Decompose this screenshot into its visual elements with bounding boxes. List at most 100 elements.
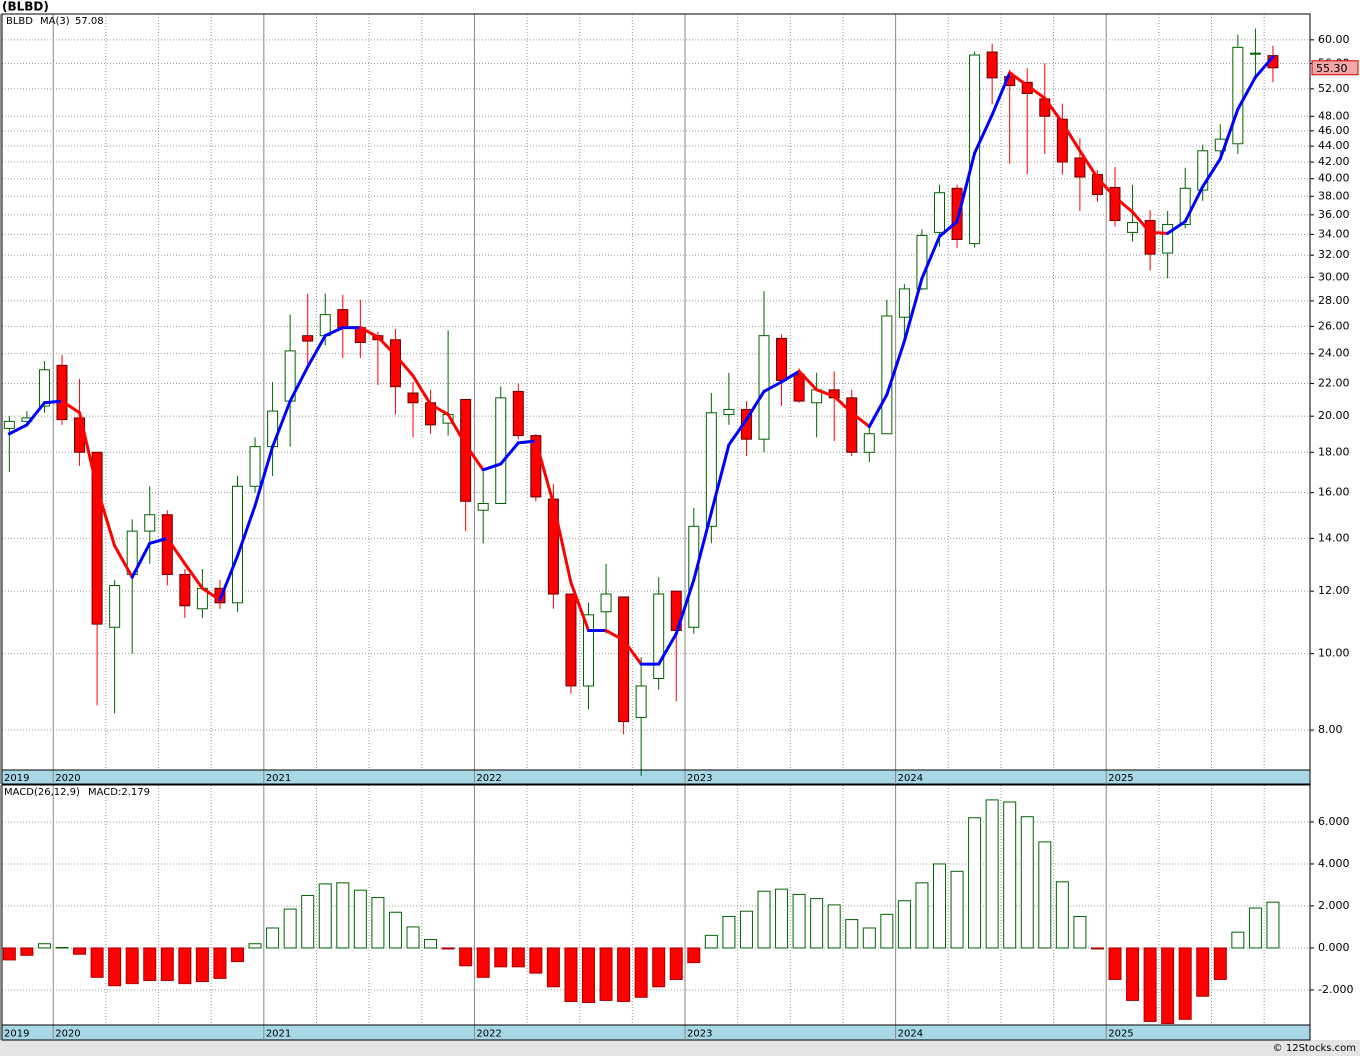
- candle-body: [1127, 222, 1139, 233]
- ma-line: [534, 439, 555, 506]
- macd-bar: [511, 947, 525, 968]
- y-tick-label: 20.00: [1318, 409, 1350, 422]
- ma-line: [1131, 210, 1152, 234]
- candle-body: [512, 390, 524, 437]
- macd-bar: [1038, 841, 1052, 949]
- ma-line: [200, 586, 222, 602]
- legend-label: BLBD: [6, 16, 33, 27]
- candle-body: [477, 503, 489, 511]
- x-tick-label: 2020: [55, 1029, 80, 1040]
- macd-bar: [108, 947, 122, 987]
- macd-bar: [757, 890, 771, 949]
- ma-line: [797, 369, 819, 392]
- candle-body: [56, 364, 68, 421]
- macd-bar: [248, 943, 262, 949]
- ma-line: [78, 411, 99, 490]
- macd-bar: [862, 927, 876, 949]
- y-tick-label: 14.00: [1318, 531, 1350, 544]
- ma-line: [1095, 176, 1117, 199]
- candle-body: [1074, 157, 1086, 178]
- ma-line: [990, 71, 1012, 117]
- ma-line: [429, 402, 450, 416]
- ma-line: [1236, 75, 1257, 111]
- candle-body: [1249, 52, 1261, 55]
- y-tick-label: 52.00: [1318, 82, 1350, 95]
- candle-body: [1179, 187, 1191, 225]
- y-tick-label: -2.000: [1318, 983, 1353, 996]
- ma-line: [323, 326, 345, 338]
- y-tick-label: 28.00: [1318, 294, 1350, 307]
- candle-body: [1162, 223, 1174, 254]
- ma-line: [569, 581, 590, 632]
- ma-line: [1148, 230, 1170, 235]
- macd-bar: [582, 947, 595, 1004]
- x-tick-label: 2024: [898, 773, 923, 784]
- y-tick-label: 48.00: [1318, 109, 1350, 122]
- candle-body: [1056, 118, 1068, 163]
- x-tick-label: 2021: [266, 1029, 291, 1040]
- ma-line: [1078, 149, 1099, 180]
- ma-line: [288, 365, 310, 403]
- macd-bar: [792, 893, 806, 949]
- macd-bar: [2, 947, 16, 961]
- macd-bar: [687, 947, 701, 964]
- macd-bar: [739, 910, 753, 949]
- macd-bar: [985, 799, 999, 949]
- ma-line: [7, 423, 29, 436]
- macd-bar: [880, 913, 894, 949]
- candle-body: [407, 392, 419, 404]
- ma-line: [499, 441, 520, 466]
- ma-line: [130, 541, 152, 579]
- y-tick-label: 2.000: [1318, 899, 1350, 912]
- ma-line: [1008, 71, 1029, 88]
- macd-bar: [1196, 947, 1210, 997]
- ma-line: [955, 151, 977, 224]
- y-tick-label: 32.00: [1318, 248, 1350, 261]
- macd-bar: [950, 870, 964, 949]
- macd-bar: [652, 947, 666, 988]
- macd-bar: [897, 900, 911, 949]
- ma-line: [1113, 195, 1135, 214]
- ma-line: [622, 638, 643, 666]
- macd-bar: [143, 947, 157, 981]
- macd-bar: [810, 898, 824, 949]
- macd-bar: [529, 947, 543, 974]
- macd-bar: [617, 947, 631, 1002]
- candle-body: [249, 446, 261, 487]
- candle-body: [337, 309, 349, 329]
- y-tick-label: 40.00: [1318, 172, 1350, 185]
- legend-number: 2.179: [121, 787, 150, 798]
- ma-line: [253, 445, 275, 508]
- y-tick-label: 36.00: [1318, 208, 1350, 221]
- ma-line: [1166, 220, 1187, 235]
- ma-line: [1183, 185, 1205, 224]
- ma-line: [165, 536, 187, 566]
- ma-line: [815, 388, 836, 398]
- macd-bar: [775, 888, 789, 949]
- candle-body: [776, 337, 788, 381]
- candle-body: [846, 397, 858, 453]
- y-tick-label: 16.00: [1318, 486, 1350, 499]
- ma-line: [113, 544, 134, 579]
- y-tick-label: 26.00: [1318, 319, 1350, 332]
- x-tick-label: 2022: [476, 1029, 501, 1040]
- macd-bar: [195, 947, 209, 983]
- ma-line: [938, 220, 959, 238]
- candle-body: [1197, 150, 1209, 191]
- y-tick-label: 46.00: [1318, 124, 1350, 137]
- ma-line: [727, 418, 748, 447]
- macd-bar: [231, 947, 244, 963]
- macd-bar: [564, 947, 578, 1002]
- legend-value: MACD:2.179: [88, 787, 150, 798]
- macd-bar: [1055, 881, 1069, 949]
- ma-line: [885, 339, 906, 397]
- macd-bar: [178, 947, 192, 985]
- x-tick-label: 2023: [687, 773, 712, 784]
- candle-body: [600, 593, 612, 613]
- ma-line: [762, 380, 784, 393]
- candle-body: [109, 585, 121, 628]
- ma-line: [464, 443, 485, 472]
- ma-line: [832, 394, 854, 415]
- ma-line: [1043, 96, 1064, 125]
